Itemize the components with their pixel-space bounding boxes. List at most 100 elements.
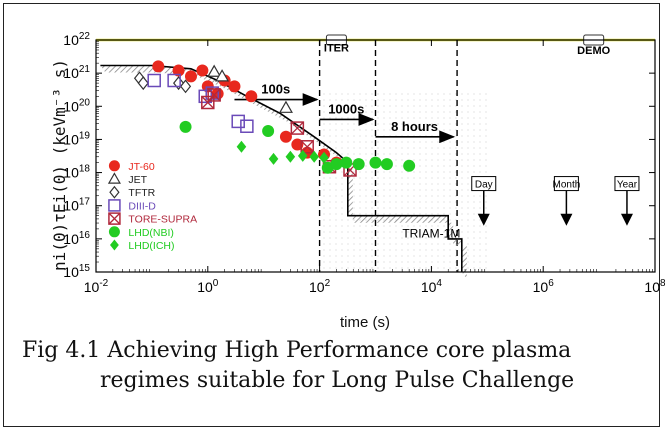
grid-dot <box>437 195 439 197</box>
grid-dot <box>389 213 391 215</box>
grid-dot <box>431 141 433 143</box>
grid-dot <box>473 147 475 149</box>
grid-dot <box>479 237 481 239</box>
legend-label: LHD(NBI) <box>128 227 174 239</box>
grid-dot <box>449 159 451 161</box>
grid-dot <box>455 159 457 161</box>
grid-dot <box>359 243 361 245</box>
grid-dot <box>419 129 421 131</box>
grid-dot <box>389 249 391 251</box>
grid-dot <box>437 153 439 155</box>
grid-dot <box>461 123 463 125</box>
grid-dot <box>431 213 433 215</box>
grid-dot <box>323 129 325 131</box>
grid-dot <box>461 99 463 101</box>
grid-dot <box>443 243 445 245</box>
grid-dot <box>371 201 373 203</box>
grid-dot <box>467 177 469 179</box>
grid-dot <box>437 123 439 125</box>
grid-dot <box>461 159 463 161</box>
grid-dot <box>431 237 433 239</box>
time-marker-arrow <box>620 213 633 226</box>
grid-dot <box>431 177 433 179</box>
grid-dot <box>449 165 451 167</box>
grid-dot <box>461 189 463 191</box>
y-tick-label: 1019 <box>63 130 90 147</box>
grid-dot <box>449 99 451 101</box>
x-tick-label: 102 <box>309 278 331 295</box>
grid-dot <box>353 225 355 227</box>
grid-dot <box>329 99 331 101</box>
grid-dot <box>347 243 349 245</box>
grid-dot <box>449 147 451 149</box>
data-point <box>297 149 308 162</box>
grid-dot <box>377 93 379 95</box>
grid-dot <box>323 195 325 197</box>
data-point <box>240 119 254 133</box>
grid-dot <box>443 201 445 203</box>
grid-dot <box>413 201 415 203</box>
grid-dot <box>407 207 409 209</box>
grid-dot <box>419 177 421 179</box>
grid-dot <box>467 129 469 131</box>
grid-dot <box>437 183 439 185</box>
grid-dot <box>473 201 475 203</box>
grid-dot <box>467 135 469 137</box>
grid-dot <box>341 93 343 95</box>
grid-dot <box>335 201 337 203</box>
grid-dot <box>341 237 343 239</box>
grid-dot <box>455 111 457 113</box>
grid-dot <box>353 93 355 95</box>
grid-dot <box>401 171 403 173</box>
grid-dot <box>479 243 481 245</box>
grid-dot <box>347 237 349 239</box>
grid-dot <box>365 93 367 95</box>
grid-dot <box>467 255 469 257</box>
grid-dot <box>335 207 337 209</box>
grid-dot <box>341 123 343 125</box>
grid-dot <box>479 147 481 149</box>
grid-dot <box>395 213 397 215</box>
grid-dot <box>323 201 325 203</box>
grid-dot <box>371 213 373 215</box>
grid-dot <box>371 267 373 269</box>
grid-dot <box>449 171 451 173</box>
grid-dot <box>467 123 469 125</box>
grid-dot <box>377 117 379 119</box>
grid-dot <box>353 243 355 245</box>
grid-dot <box>455 207 457 209</box>
grid-dot <box>323 255 325 257</box>
grid-dot <box>389 105 391 107</box>
grid-dot <box>485 147 487 149</box>
grid-dot <box>455 189 457 191</box>
grid-dot <box>419 225 421 227</box>
grid-dot <box>479 171 481 173</box>
grid-dot <box>473 237 475 239</box>
grid-dot <box>479 165 481 167</box>
grid-dot <box>467 213 469 215</box>
legend-marker <box>110 239 119 251</box>
grid-dot <box>323 99 325 101</box>
grid-dot <box>329 225 331 227</box>
grid-dot <box>371 117 373 119</box>
grid-dot <box>389 123 391 125</box>
grid-dot <box>335 213 337 215</box>
grid-dot <box>365 267 367 269</box>
grid-dot <box>485 129 487 131</box>
grid-dot <box>341 129 343 131</box>
grid-dot <box>461 201 463 203</box>
grid-dot <box>473 261 475 263</box>
grid-dot <box>377 171 379 173</box>
grid-dot <box>443 159 445 161</box>
grid-dot <box>329 189 331 191</box>
grid-dot <box>467 99 469 101</box>
data-point <box>403 159 416 172</box>
grid-dot <box>485 105 487 107</box>
grid-dot <box>443 93 445 95</box>
grid-dot <box>341 183 343 185</box>
grid-dot <box>419 165 421 167</box>
grid-dot <box>467 249 469 251</box>
data-point <box>245 90 258 103</box>
grid-dot <box>473 225 475 227</box>
grid-dot <box>443 123 445 125</box>
